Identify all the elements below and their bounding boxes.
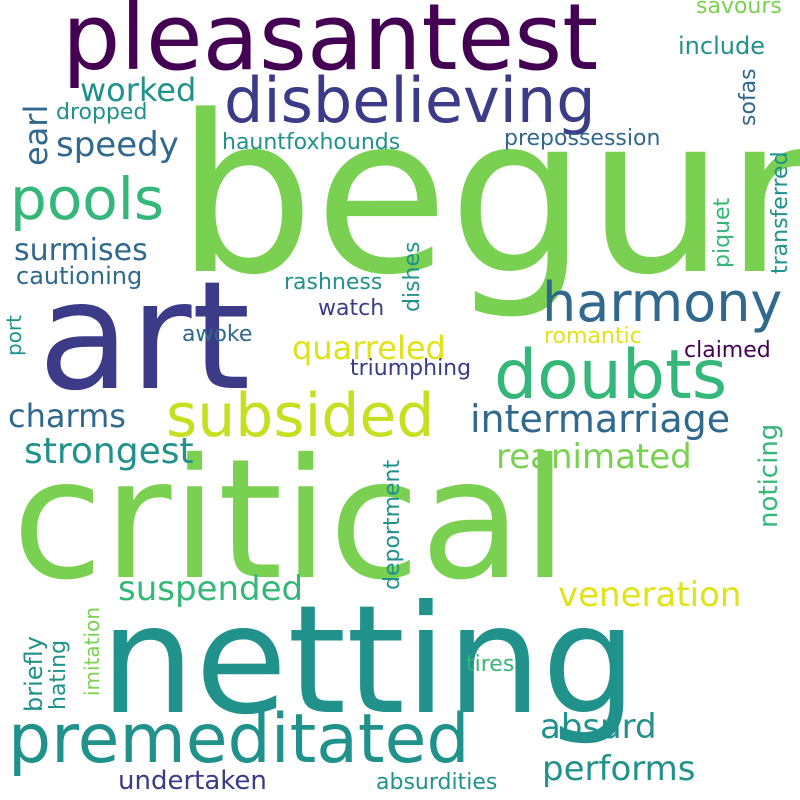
word-quarreled: quarreled — [292, 329, 446, 367]
word-noticing: noticing — [754, 423, 784, 528]
word-rashness: rashness — [284, 270, 383, 295]
word-critical: critical — [12, 424, 568, 617]
word-absurdities: absurdities — [376, 770, 498, 795]
word-netting: netting — [100, 574, 637, 748]
word-watch: watch — [318, 296, 385, 321]
word-undertaken: undertaken — [118, 766, 267, 796]
word-imitation: imitation — [80, 606, 104, 696]
word-transferred: transferred — [768, 151, 793, 274]
word-disbelieving: disbelieving — [224, 64, 596, 137]
word-dishes: dishes — [400, 241, 425, 312]
word-cautioning: cautioning — [16, 262, 143, 290]
word-doubts: doubts — [494, 336, 728, 415]
word-tires: tires — [466, 652, 515, 677]
word-earl: earl — [17, 104, 55, 166]
word-suspended: suspended — [118, 569, 304, 609]
word-dropped: dropped — [56, 100, 148, 125]
word-port: port — [2, 315, 26, 356]
word-surmises: surmises — [14, 233, 148, 268]
word-performs: performs — [542, 749, 696, 789]
word-art: art — [38, 250, 251, 424]
word-reanimated: reanimated — [496, 437, 692, 477]
word-pools: pools — [10, 165, 165, 233]
word-triumphing: triumphing — [350, 356, 472, 381]
word-awoke: awoke — [182, 322, 253, 347]
word-claimed: claimed — [684, 338, 771, 363]
word-intermarriage: intermarriage — [470, 397, 731, 441]
word-sofas: sofas — [736, 68, 761, 126]
word-premeditated: premeditated — [8, 700, 470, 779]
word-veneration: veneration — [558, 575, 742, 615]
word-hating: hating — [46, 639, 71, 710]
word-begun: begun — [176, 70, 800, 323]
word-worked: worked — [80, 71, 197, 109]
word-speedy: speedy — [56, 125, 179, 165]
word-hauntfoxhounds: hauntfoxhounds — [222, 130, 401, 155]
word-romantic: romantic — [544, 324, 642, 349]
word-subsided: subsided — [166, 381, 435, 451]
word-pleasantest: pleasantest — [62, 0, 599, 91]
word-absurd: absurd — [540, 707, 657, 747]
word-piquet: piquet — [710, 197, 735, 268]
word-strongest: strongest — [24, 431, 194, 472]
word-prepossession: prepossession — [504, 126, 661, 151]
word-savours: savours — [696, 0, 782, 19]
word-include: include — [678, 32, 765, 60]
word-charms: charms — [8, 397, 126, 435]
word-harmony: harmony — [542, 271, 783, 334]
word-briefly: briefly — [20, 636, 48, 712]
word-deportment: deportment — [380, 459, 405, 590]
